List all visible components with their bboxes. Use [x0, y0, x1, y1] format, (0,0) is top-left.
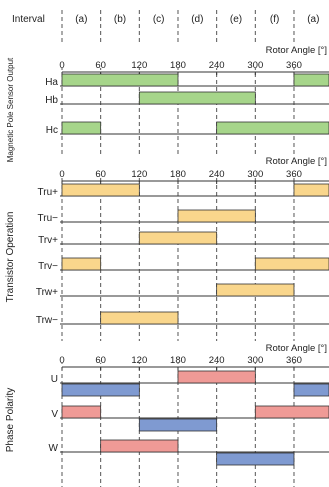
signal-bar-u-1 — [177, 370, 256, 384]
axis-tick-label-240: 240 — [209, 355, 225, 366]
signal-bar-trv-0 — [138, 231, 218, 245]
signal-bar-trw-0 — [216, 283, 295, 297]
signal-label: V — [51, 409, 58, 420]
signal-bar-u-2 — [293, 383, 329, 397]
signal-label: Trv+ — [38, 235, 58, 246]
axis-tick-label-360: 360 — [286, 355, 302, 366]
signal-row-transistor-1: Tru− — [38, 209, 329, 224]
signal-row-transistor-2: Trv+ — [38, 231, 329, 246]
rotor-angle-title: Rotor Angle [°] — [266, 343, 327, 354]
signal-row-phase-0: U — [51, 370, 329, 397]
axis-tick-label-120: 120 — [131, 60, 147, 71]
axis-tick-label-60: 60 — [95, 60, 106, 71]
axis-tick-label-360: 360 — [286, 169, 302, 180]
signal-bar-hb-0 — [138, 91, 256, 105]
section-phase: Rotor Angle [°] 0 60 120 180 240 300 360 Phase P… — [5, 341, 329, 466]
signal-label: Trw+ — [36, 287, 58, 298]
axis-tick-label-0: 0 — [59, 60, 64, 71]
axis-tick-label-60: 60 — [95, 169, 106, 180]
signal-label: Trw− — [36, 315, 58, 326]
axis-label-backdrop — [56, 154, 329, 177]
interval-divider-lines — [61, 10, 295, 487]
signal-bar-v-2 — [254, 405, 329, 419]
signal-bar-trv-0 — [61, 257, 102, 271]
signal-label: Ha — [45, 77, 58, 88]
axis-tick-label-60: 60 — [95, 355, 106, 366]
interval-4: (e) — [230, 14, 242, 25]
axis-tick-label-180: 180 — [170, 169, 186, 180]
signal-row-phase-1: V — [51, 405, 329, 432]
signal-row-phase-2: W — [49, 439, 329, 466]
section-transistor: Rotor Angle [°] 0 60 120 180 240 300 360 Transis… — [5, 154, 329, 326]
diagram-sections: Rotor Angle [°] 0 60 120 180 240 300 360 Magneti… — [5, 43, 329, 466]
interval-5: (f) — [270, 14, 279, 25]
signal-bar-w-1 — [216, 452, 295, 466]
side-label-sensor: Magnetic Pole Sensor Output — [6, 57, 15, 162]
signal-row-transistor-3: Trv− — [38, 257, 329, 272]
signal-label: Hb — [45, 95, 58, 106]
interval-3: (d) — [191, 14, 203, 25]
axis-tick-label-0: 0 — [59, 355, 64, 366]
signal-row-sensor-2: Hc — [46, 121, 329, 136]
axis-tick-label-0: 0 — [59, 169, 64, 180]
axis-tick-label-240: 240 — [209, 60, 225, 71]
axis-tick-label-120: 120 — [131, 355, 147, 366]
side-label-phase: Phase Polarity — [5, 388, 16, 452]
signal-bar-u-0 — [61, 383, 140, 397]
signal-label: Tru− — [38, 213, 59, 224]
signal-label: W — [49, 443, 59, 454]
axis-tick-label-240: 240 — [209, 169, 225, 180]
signal-bar-trv-1 — [254, 257, 329, 271]
signal-bar-ha-1 — [293, 73, 329, 87]
signal-row-sensor-1: Hb — [45, 91, 329, 106]
section-sensor: Rotor Angle [°] 0 60 120 180 240 300 360 Magneti… — [6, 43, 329, 162]
signal-row-sensor-0: Ha — [45, 73, 329, 88]
axis-tick-label-300: 300 — [247, 60, 263, 71]
axis-label-backdrop — [56, 341, 329, 363]
signal-label: U — [51, 374, 58, 385]
signal-bar-tru-0 — [177, 209, 256, 223]
signal-label: Trv− — [38, 261, 58, 272]
signal-row-transistor-5: Trw− — [36, 311, 329, 326]
interval-6: (a) — [307, 14, 319, 25]
signal-bar-tru-1 — [293, 183, 329, 197]
interval-1: (b) — [114, 14, 126, 25]
signal-label: Hc — [46, 125, 58, 136]
axis-tick-label-120: 120 — [131, 169, 147, 180]
axis-label-backdrop — [56, 43, 329, 68]
signal-bar-v-1 — [138, 418, 218, 432]
axis-tick-label-180: 180 — [170, 355, 186, 366]
axis-tick-label-360: 360 — [286, 60, 302, 71]
interval-2: (c) — [153, 14, 165, 25]
interval-label: Interval — [12, 14, 45, 25]
interval-0: (a) — [75, 14, 87, 25]
signal-bar-w-0 — [100, 439, 179, 453]
rotor-angle-title: Rotor Angle [°] — [266, 45, 327, 56]
axis-tick-label-180: 180 — [170, 60, 186, 71]
signal-row-transistor-0: Tru+ — [38, 183, 329, 198]
signal-bar-v-0 — [61, 405, 102, 419]
rotor-angle-title: Rotor Angle [°] — [266, 156, 327, 167]
signal-bar-hc-0 — [61, 121, 102, 135]
axis-tick-label-300: 300 — [247, 169, 263, 180]
signal-label: Tru+ — [38, 187, 59, 198]
signal-bar-hc-1 — [216, 121, 329, 135]
side-label-transistor: Transistor Operation — [5, 212, 16, 303]
signal-bar-trw-0 — [100, 311, 179, 325]
signal-bar-tru-0 — [61, 183, 140, 197]
axis-tick-label-300: 300 — [247, 355, 263, 366]
signal-row-transistor-4: Trw+ — [36, 283, 329, 298]
signal-bar-ha-0 — [61, 73, 179, 87]
interval-header: Interval (a) (b) (c) (d) (e) (f) (a) — [12, 14, 319, 25]
